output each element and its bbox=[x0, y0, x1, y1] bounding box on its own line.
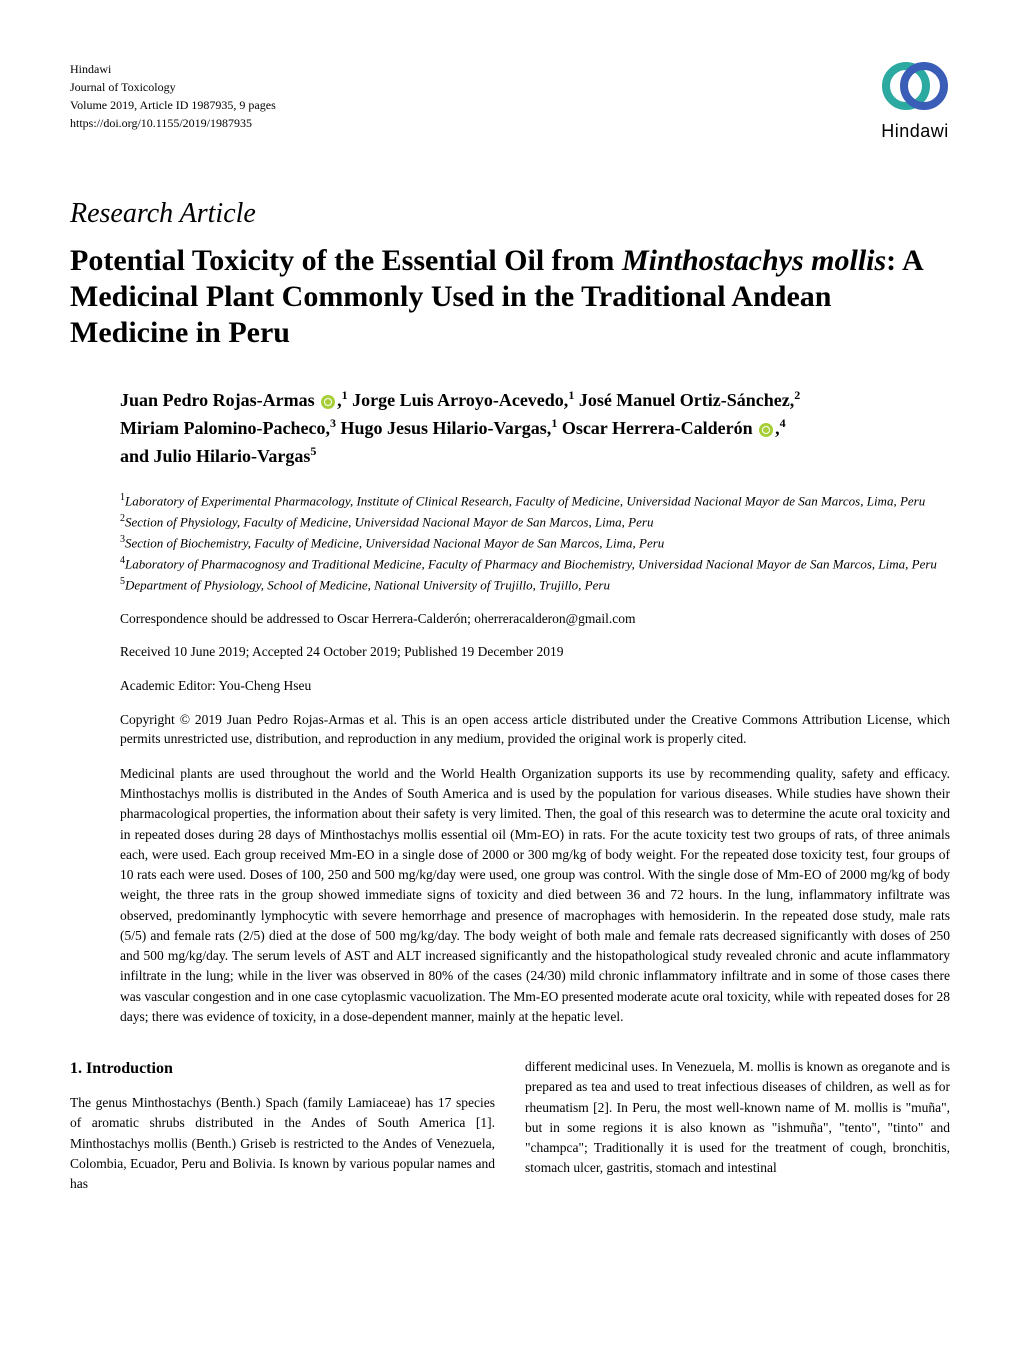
author-1: Juan Pedro Rojas-Armas bbox=[120, 390, 315, 410]
aff-2: Section of Physiology, Faculty of Medici… bbox=[125, 515, 653, 530]
title-italic: Minthostachys mollis bbox=[622, 244, 886, 277]
author-3-aff: 2 bbox=[794, 388, 800, 402]
author-6: Oscar Herrera-Calderón bbox=[562, 418, 753, 438]
publisher-logo: Hindawi bbox=[880, 60, 950, 144]
affiliations: 1Laboratory of Experimental Pharmacology… bbox=[120, 490, 950, 594]
header: Hindawi Journal of Toxicology Volume 201… bbox=[70, 60, 950, 144]
abstract: Medicinal plants are used throughout the… bbox=[120, 764, 950, 1027]
journal-info: Hindawi Journal of Toxicology Volume 201… bbox=[70, 60, 276, 132]
author-6-aff: 4 bbox=[780, 416, 786, 430]
copyright-notice: Copyright © 2019 Juan Pedro Rojas-Armas … bbox=[120, 711, 950, 749]
author-3: José Manuel Ortiz-Sánchez, bbox=[579, 390, 794, 410]
aff-1: Laboratory of Experimental Pharmacology,… bbox=[125, 494, 925, 509]
aff-4: Laboratory of Pharmacognosy and Traditio… bbox=[125, 556, 937, 571]
left-column: 1. Introduction The genus Minthostachys … bbox=[70, 1057, 495, 1194]
intro-para-right: different medicinal uses. In Venezuela, … bbox=[525, 1057, 950, 1179]
authors-list: Juan Pedro Rojas-Armas ,1 Jorge Luis Arr… bbox=[120, 386, 950, 470]
author-5: Hugo Jesus Hilario-Vargas, bbox=[340, 418, 551, 438]
author-4-aff: 3 bbox=[330, 416, 336, 430]
intro-heading: 1. Introduction bbox=[70, 1057, 495, 1081]
academic-editor: Academic Editor: You-Cheng Hseu bbox=[120, 677, 950, 696]
right-column: different medicinal uses. In Venezuela, … bbox=[525, 1057, 950, 1194]
doi: https://doi.org/10.1155/2019/1987935 bbox=[70, 114, 276, 132]
publication-dates: Received 10 June 2019; Accepted 24 Octob… bbox=[120, 643, 950, 662]
author-5-aff: 1 bbox=[551, 416, 557, 430]
title-prefix: Potential Toxicity of the Essential Oil … bbox=[70, 244, 622, 277]
article-type: Research Article bbox=[70, 194, 950, 233]
intro-para-left: The genus Minthostachys (Benth.) Spach (… bbox=[70, 1093, 495, 1194]
article-title: Potential Toxicity of the Essential Oil … bbox=[70, 243, 950, 351]
author-7-aff: 5 bbox=[310, 444, 316, 458]
aff-5: Department of Physiology, School of Medi… bbox=[125, 577, 610, 592]
author-4: Miriam Palomino-Pacheco, bbox=[120, 418, 330, 438]
author-7: and Julio Hilario-Vargas bbox=[120, 446, 310, 466]
aff-3: Section of Biochemistry, Faculty of Medi… bbox=[125, 535, 664, 550]
correspondence: Correspondence should be addressed to Os… bbox=[120, 610, 950, 629]
author-1-aff: 1 bbox=[342, 388, 348, 402]
publisher: Hindawi bbox=[70, 60, 276, 78]
logo-text: Hindawi bbox=[881, 119, 949, 144]
orcid-icon bbox=[759, 423, 773, 437]
author-2: Jorge Luis Arroyo-Acevedo, bbox=[352, 390, 568, 410]
body-columns: 1. Introduction The genus Minthostachys … bbox=[70, 1057, 950, 1194]
hindawi-logo-icon bbox=[880, 60, 950, 115]
orcid-icon bbox=[321, 395, 335, 409]
author-2-aff: 1 bbox=[568, 388, 574, 402]
journal-name: Journal of Toxicology bbox=[70, 78, 276, 96]
volume-info: Volume 2019, Article ID 1987935, 9 pages bbox=[70, 96, 276, 114]
